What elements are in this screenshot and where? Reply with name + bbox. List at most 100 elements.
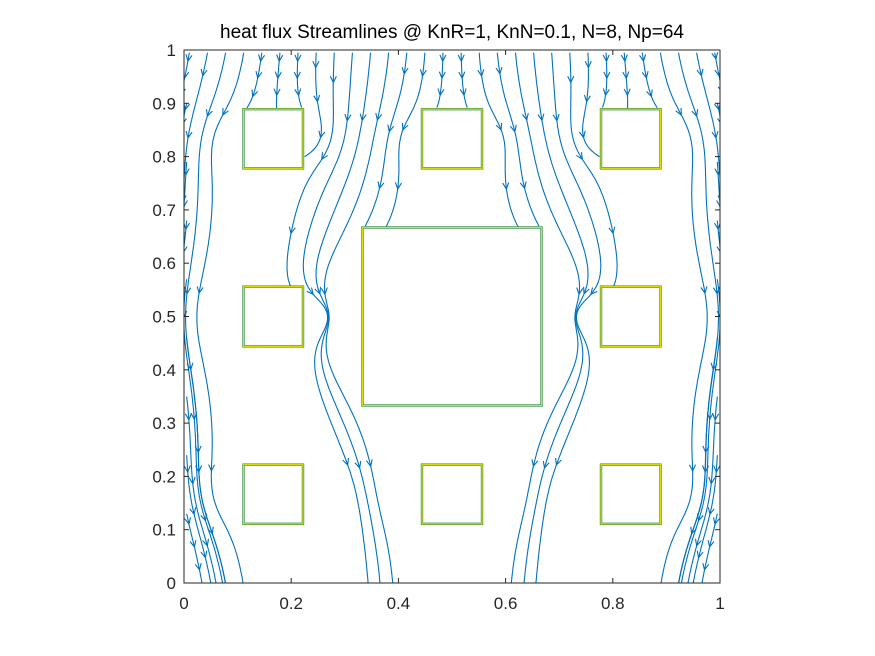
streamline-arrow-4-0 (257, 54, 266, 63)
y-tick-label-9: 0.9 (152, 94, 176, 113)
streamline-arrow-10-1 (314, 286, 322, 295)
obstacle-edge-4 (361, 226, 543, 407)
axes: 0 0.2 0.4 0.6 0.8 1 0 0.1 0.2 0.3 0.4 0.5 0.6 0.7 0.8 0… (152, 41, 724, 613)
streamline-arrow-19-2 (542, 460, 550, 470)
y-tick-label-0: 0 (167, 574, 176, 593)
streamline-16 (478, 52, 519, 228)
obstacle-edge-6 (242, 464, 304, 525)
streamline-arrow-11-0 (375, 112, 383, 122)
streamline-arrow-1-0 (200, 68, 208, 77)
streamline-arrow-26-0 (675, 107, 682, 117)
streamline-8 (286, 52, 335, 287)
y-tick-label-5: 0.5 (152, 308, 176, 327)
streamline-arrow-6-0 (294, 54, 302, 63)
streamline-arrow-40-2 (719, 269, 720, 272)
streamline-arrow-34-1 (194, 445, 202, 454)
streamline-arrow-1-2 (184, 195, 187, 201)
streamline-arrow-16-0 (477, 69, 485, 78)
streamline-arrow-25-0 (639, 54, 647, 63)
streamline-22 (582, 52, 600, 158)
streamline-arrow-12-0 (401, 66, 409, 76)
streamline-arrow-20-1 (590, 287, 598, 296)
streamline-arrow-42-0 (710, 362, 718, 371)
streamline-32 (184, 220, 188, 252)
streamline-arrow-10-2 (354, 460, 362, 470)
obstacle-5 (599, 285, 662, 348)
streamline-arrow-3-0 (222, 107, 229, 117)
obstacle-edge-8 (600, 464, 662, 525)
streamline-arrow-34-0 (186, 362, 194, 371)
obstacle-8 (599, 463, 662, 526)
streamline-arrow-12-1 (387, 124, 395, 133)
streamline-arrow-6-2 (294, 88, 302, 97)
streamline-arrow-8-1 (321, 152, 328, 161)
streamline-arrow-44-2 (696, 550, 704, 559)
streamline-1 (184, 52, 209, 190)
x-tick-label-0: 0 (179, 594, 188, 613)
streamline-arrow-13-2 (394, 182, 402, 191)
streamline-arrow-17-1 (509, 124, 517, 133)
streamline-13 (385, 52, 426, 228)
streamline-21 (569, 52, 618, 287)
obstacle-6 (242, 463, 305, 526)
streamline-arrow-7-0 (312, 60, 320, 69)
streamline-arrow-18-0 (521, 112, 529, 122)
streamline-arrow-12-2 (377, 181, 385, 190)
streamline-arrow-17-0 (495, 66, 503, 76)
streamline-arrow-28-0 (696, 68, 704, 77)
streamline-arrow-16-1 (495, 122, 503, 131)
streamline-arrow-33-0 (184, 310, 188, 319)
streamline-45 (701, 513, 718, 583)
streamline-arrow-8-0 (329, 75, 337, 84)
streamline-25 (641, 52, 658, 109)
streamline-17 (496, 52, 540, 227)
streamline-arrow-23-1 (603, 71, 611, 80)
obstacle-2 (599, 107, 662, 170)
streamline-arrow-35-0 (184, 413, 192, 422)
streamline-arrow-40-1 (716, 246, 720, 253)
streamline-arrow-5-1 (274, 71, 282, 80)
obstacle-edge-1 (421, 108, 483, 169)
streamline-arrow-27-0 (691, 109, 699, 118)
streamline-arrow-37-0 (184, 517, 192, 526)
streamline-arrow-15-0 (457, 54, 465, 63)
y-tick-label-8: 0.8 (152, 148, 176, 167)
streamline-arrow-0-1 (184, 71, 190, 80)
streamline-arrow-45-1 (707, 539, 715, 549)
streamline-arrow-16-2 (502, 182, 510, 191)
streamline-arrow-24-0 (620, 54, 628, 63)
streamline-7 (304, 52, 322, 158)
obstacle-0 (242, 107, 305, 170)
obstacle-edge-3 (242, 286, 304, 347)
streamline-arrow-7-2 (318, 130, 326, 139)
streamline-arrow-10-0 (359, 113, 367, 122)
y-tick-label-3: 0.3 (152, 414, 176, 433)
streamline-36 (186, 455, 212, 583)
streamline-arrow-25-2 (646, 89, 653, 98)
y-tick-label-4: 0.4 (152, 361, 176, 380)
streamline-arrow-45-0 (712, 517, 720, 526)
streamline-arrow-4-1 (255, 70, 263, 80)
streamline-arrow-29-2 (717, 86, 720, 91)
streamline-arrow-37-1 (189, 539, 197, 549)
streamline-28 (696, 52, 720, 188)
y-tick-label-6: 0.6 (152, 254, 176, 273)
streamline-31 (184, 161, 188, 213)
streamline-arrow-20-0 (552, 113, 560, 122)
streamline-arrow-17-2 (519, 181, 527, 190)
streamline-arrow-21-1 (576, 152, 583, 161)
streamline-arrow-11-2 (365, 459, 373, 468)
streamline-19 (523, 52, 589, 583)
streamline-arrow-22-2 (578, 130, 586, 139)
streamline-44 (692, 455, 718, 583)
streamline-arrow-13-1 (401, 122, 409, 131)
x-tick-label-2: 0.4 (387, 594, 411, 613)
streamline-arrow-39-1 (716, 200, 720, 208)
streamline-arrow-8-2 (288, 226, 296, 235)
streamline-arrow-26-1 (700, 286, 708, 295)
streamline-arrow-23-2 (602, 88, 610, 97)
streamline-4 (246, 52, 263, 109)
streamline-arrow-36-2 (200, 550, 208, 559)
obstacle-3 (242, 285, 305, 348)
